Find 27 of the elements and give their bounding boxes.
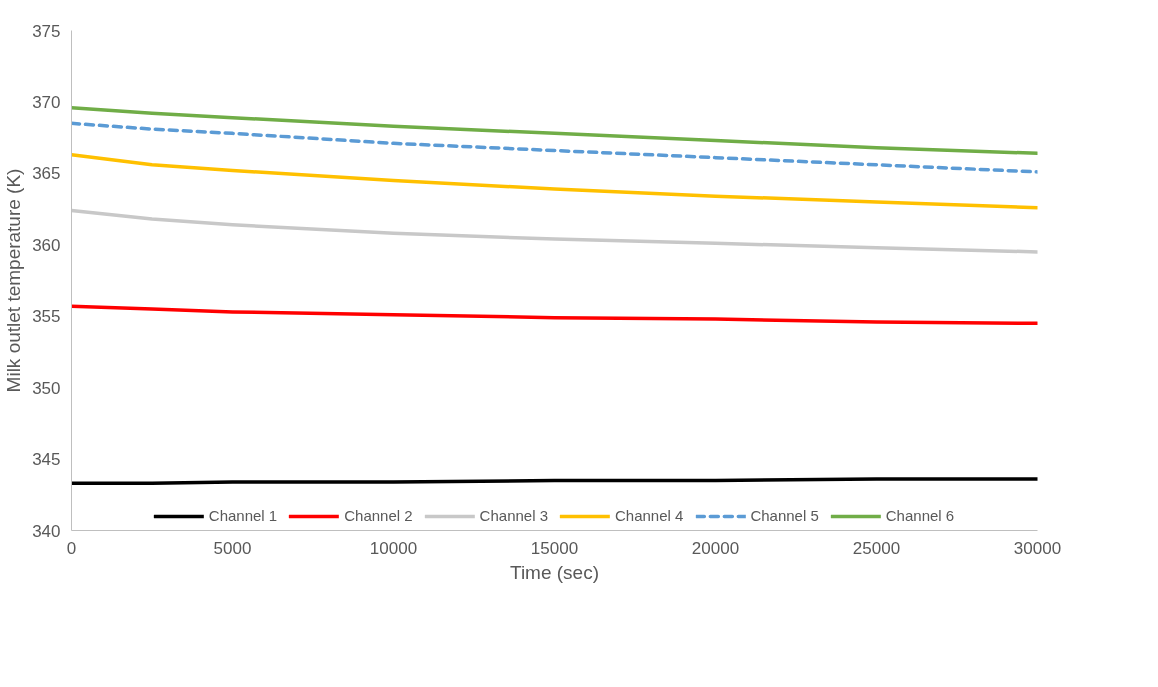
legend-label: Channel 3 — [479, 507, 548, 524]
x-tick-label: 5000 — [213, 538, 252, 558]
x-tick-label: 15000 — [530, 538, 579, 558]
x-axis-title: Time (sec) — [509, 561, 600, 583]
x-tick-label: 25000 — [852, 538, 901, 558]
line-series — [71, 304, 1038, 326]
x-tick-label: 0 — [66, 538, 77, 558]
legend-label: Channel 6 — [885, 507, 955, 524]
line-series — [71, 153, 1038, 210]
y-tick-label: 350 — [32, 378, 61, 398]
x-tick-label: 20000 — [691, 538, 740, 558]
line-series — [71, 105, 1038, 156]
y-tick-label: 365 — [32, 164, 61, 184]
y-tick-label: 375 — [32, 21, 61, 41]
y-tick-label: 355 — [32, 307, 61, 327]
legend-label: Channel 4 — [615, 507, 684, 524]
legend-label: Channel 1 — [208, 507, 278, 524]
line-series — [71, 121, 1038, 174]
legend-label: Channel 2 — [344, 507, 413, 524]
y-axis-title: Milk outlet temperature (K) — [3, 168, 25, 393]
legend-label: Channel 5 — [750, 507, 819, 524]
x-tick-label: 10000 — [369, 538, 418, 558]
y-tick-label: 345 — [32, 450, 61, 470]
y-tick-label: 360 — [32, 235, 61, 255]
x-tick-label: 30000 — [1013, 538, 1062, 558]
y-tick-label: 340 — [32, 521, 61, 541]
y-tick-label: 370 — [32, 92, 61, 112]
